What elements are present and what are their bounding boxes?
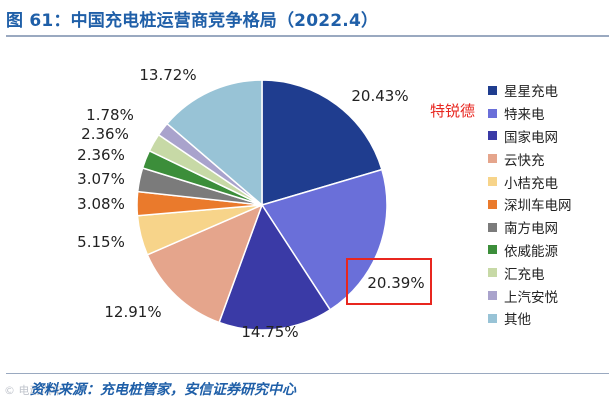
legend-label: 星星充电 <box>504 84 558 101</box>
pie-slice-11 <box>166 79 263 207</box>
legend-swatch <box>488 222 497 232</box>
legend-item: 其他 <box>488 307 572 330</box>
pie-slice-2 <box>260 168 388 311</box>
slice-label-6: 3.08% <box>77 195 125 213</box>
pie-slices <box>136 79 388 331</box>
legend-label: 小桔充电 <box>504 175 558 192</box>
slice-label-3: 14.75% <box>241 323 298 341</box>
slice-label-5: 5.15% <box>77 233 125 251</box>
legend-item: 依威能源 <box>488 239 572 262</box>
legend-item: 小桔充电 <box>488 170 572 193</box>
slice-label-4: 12.91% <box>104 303 161 321</box>
watermark: © 电动汽车 <box>4 384 63 397</box>
legend-swatch <box>488 154 497 164</box>
legend-swatch <box>488 291 497 301</box>
slice-label-1: 20.43% <box>351 87 408 105</box>
footer-divider <box>6 373 609 374</box>
legend-label: 上汽安悦 <box>504 289 558 306</box>
legend-label: 云快充 <box>504 152 545 169</box>
slice-label-7: 3.07% <box>77 170 125 188</box>
legend-item: 云快充 <box>488 147 572 170</box>
legend-label: 依威能源 <box>504 243 558 260</box>
legend-swatch <box>488 131 497 141</box>
legend-item: 特来电 <box>488 102 572 125</box>
legend-label: 特来电 <box>504 107 545 124</box>
legend-label: 深圳车电网 <box>504 198 572 215</box>
legend-label: 汇充电 <box>504 266 545 283</box>
pie-slice-3 <box>218 203 332 331</box>
legend-item: 国家电网 <box>488 125 572 148</box>
slice-label-10: 1.78% <box>86 106 134 124</box>
legend-swatch <box>488 245 497 255</box>
highlight-box <box>346 258 432 305</box>
pie-labels: 20.43% 20.39% 14.75% 12.91% 5.15% 3.08% 3.07% 2… <box>77 66 424 341</box>
legend-swatch <box>488 199 497 209</box>
slice-label-8: 2.36% <box>77 146 125 164</box>
legend-item: 深圳车电网 <box>488 193 572 216</box>
legend-swatch <box>488 313 497 323</box>
legend: 星星充电特来电国家电网云快充小桔充电深圳车电网南方电网依威能源汇充电上汽安悦其他 <box>488 79 572 330</box>
pie-slice-4 <box>146 203 264 324</box>
legend-item: 汇充电 <box>488 261 572 284</box>
slice-label-2: 20.39% <box>367 274 424 292</box>
legend-swatch <box>488 177 497 187</box>
legend-item: 星星充电 <box>488 79 572 102</box>
slice-label-11: 13.72% <box>139 66 196 84</box>
callout-annotation: 特锐德 <box>430 102 476 120</box>
figure-title: 图 61：中国充电桩运营商竞争格局（2022.4） <box>6 11 379 31</box>
legend-label: 其他 <box>504 312 531 329</box>
legend-label: 国家电网 <box>504 129 558 146</box>
legend-swatch <box>488 108 497 118</box>
legend-item: 上汽安悦 <box>488 284 572 307</box>
slice-label-9: 2.36% <box>81 125 129 143</box>
title-divider <box>6 35 609 37</box>
legend-item: 南方电网 <box>488 216 572 239</box>
pie-slice-1 <box>261 79 383 207</box>
source-note: 资料来源：充电桩管家，安信证券研究中心 <box>30 382 296 398</box>
legend-label: 南方电网 <box>504 221 558 238</box>
legend-swatch <box>488 268 497 278</box>
legend-swatch <box>488 85 497 95</box>
